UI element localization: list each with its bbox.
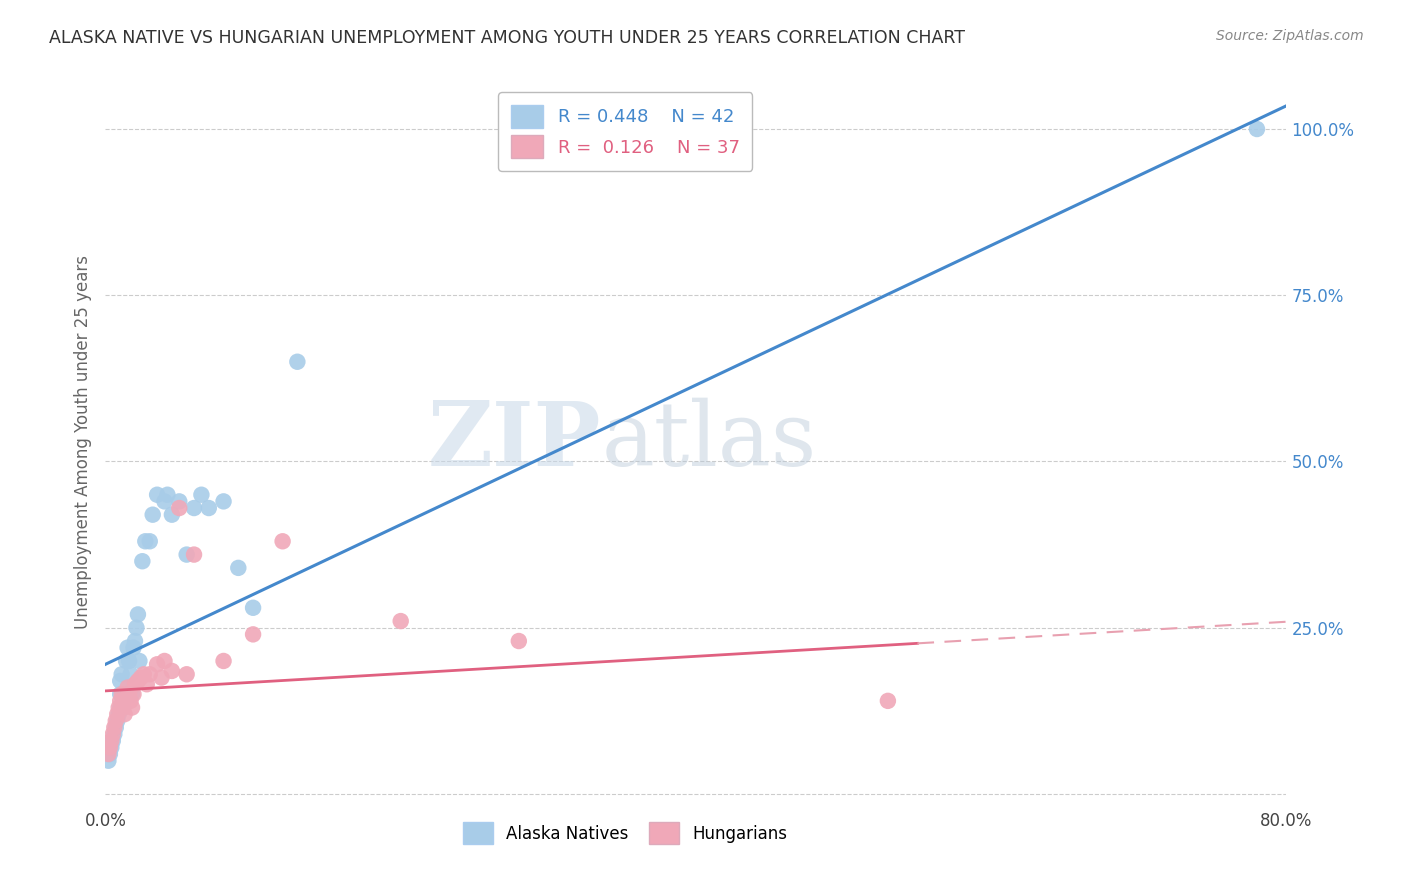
Point [190,488,212,502]
Point [153,494,176,508]
Point [100,740,122,755]
Point [114,687,136,701]
Point [877,694,900,708]
Point [271,534,294,549]
Legend: Alaska Natives, Hungarians: Alaska Natives, Hungarians [453,813,797,854]
Point [117,640,139,655]
Point [129,671,152,685]
Point [121,700,143,714]
Point [135,677,157,691]
Point [125,621,148,635]
Point [110,700,132,714]
Point [128,654,150,668]
Point [110,687,132,701]
Point [138,667,162,681]
Point [197,501,219,516]
Point [103,727,125,741]
Text: ZIP: ZIP [427,398,602,485]
Point [1246,122,1268,136]
Point [120,694,142,708]
Point [134,534,156,549]
Point [156,488,179,502]
Point [183,548,205,562]
Point [176,667,198,681]
Point [160,508,183,522]
Point [169,494,191,508]
Point [104,721,127,735]
Point [120,667,142,681]
Point [98,747,121,761]
Point [112,700,135,714]
Point [124,634,146,648]
Point [127,673,149,688]
Point [132,667,155,681]
Point [115,654,138,668]
Point [212,494,235,508]
Y-axis label: Unemployment Among Youth under 25 years: Unemployment Among Youth under 25 years [75,254,93,629]
Point [228,561,250,575]
Point [122,687,145,701]
Point [169,501,191,516]
Point [104,714,127,728]
Point [150,671,173,685]
Point [146,657,169,672]
Text: ALASKA NATIVE VS HUNGARIAN UNEMPLOYMENT AMONG YOUTH UNDER 25 YEARS CORRELATION C: ALASKA NATIVE VS HUNGARIAN UNEMPLOYMENT … [49,29,965,47]
Point [153,654,176,668]
Point [117,681,139,695]
Text: Source: ZipAtlas.com: Source: ZipAtlas.com [1216,29,1364,44]
Point [122,640,145,655]
Point [110,673,132,688]
Point [114,707,136,722]
Point [183,501,205,516]
Point [103,721,125,735]
Point [115,694,138,708]
Point [111,667,134,681]
Point [287,355,309,369]
Point [508,634,530,648]
Point [107,707,129,722]
Point [97,747,120,761]
Point [111,687,134,701]
Point [242,600,264,615]
Text: atlas: atlas [602,398,817,485]
Point [127,607,149,622]
Point [146,488,169,502]
Point [100,733,122,747]
Point [101,727,124,741]
Point [112,700,135,714]
Point [97,754,120,768]
Point [105,714,128,728]
Point [124,677,146,691]
Point [138,534,162,549]
Point [101,733,124,747]
Point [110,694,132,708]
Point [142,508,165,522]
Point [389,614,412,628]
Point [105,707,128,722]
Point [131,554,153,568]
Point [160,664,183,678]
Point [212,654,235,668]
Point [107,700,129,714]
Point [98,740,121,755]
Point [176,548,198,562]
Point [242,627,264,641]
Point [121,687,143,701]
Point [118,654,141,668]
Point [118,687,141,701]
